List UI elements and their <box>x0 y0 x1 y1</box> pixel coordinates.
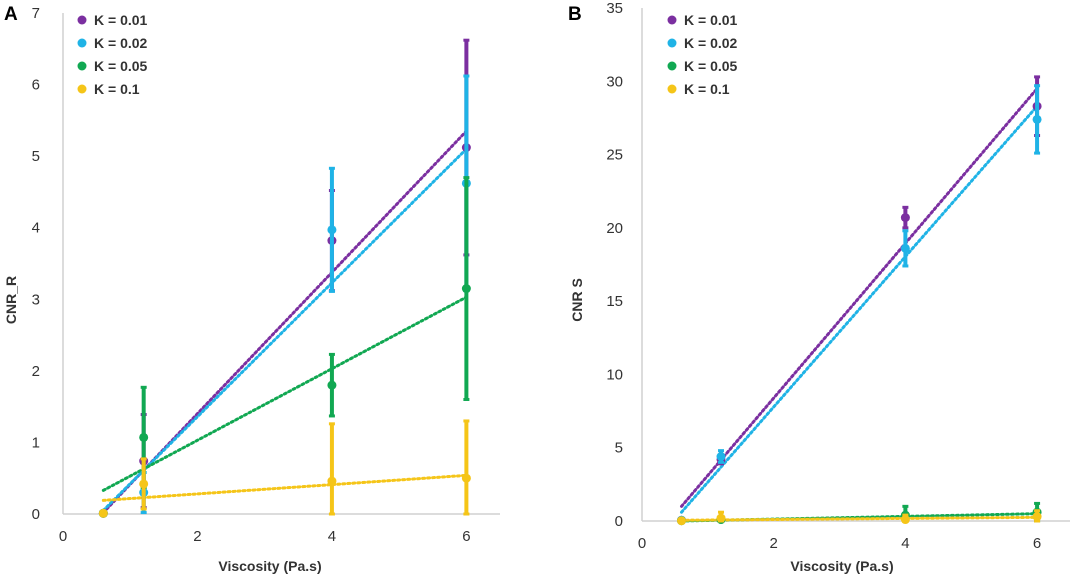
panel-a-trendline-series-4 <box>101 473 468 502</box>
panel-a-legend-marker-series-2 <box>77 38 87 48</box>
panel-a-x-axis-title: Viscosity (Pa.s) <box>218 558 321 574</box>
panel-b-point-series-1 <box>900 213 910 223</box>
panel-b-point-series-2 <box>716 452 726 462</box>
panel-a-legend-marker-series-1 <box>77 15 87 25</box>
panel-a-legend-label-series-3: K = 0.05 <box>94 58 148 74</box>
panel-b-y-tick-label: 30 <box>606 73 623 90</box>
panel-b-legend-marker-series-3 <box>667 61 677 71</box>
panel-b-y-tick-label: 20 <box>606 220 623 237</box>
panel-b-point-series-2 <box>1032 114 1042 124</box>
panel-b-y-tick-label: 35 <box>606 0 623 17</box>
panel-a-point-series-2 <box>327 225 337 235</box>
panel-b-x-tick-label: 0 <box>638 535 646 552</box>
panel-b-x-tick-label: 2 <box>770 535 778 552</box>
panel-a-y-tick-label: 6 <box>32 77 40 94</box>
panel-b-legend-label-series-4: K = 0.1 <box>684 81 730 97</box>
panel-a-point-series-4 <box>139 479 149 489</box>
panel-b-y-tick-label: 25 <box>606 147 623 164</box>
panel-a-y-axis-title: CNR_R <box>3 276 19 324</box>
panel-a-x-tick-label: 0 <box>59 528 67 545</box>
panel-b-x-tick-label: 6 <box>1033 535 1041 552</box>
panel-a-letter: A <box>4 4 18 25</box>
panel-a-y-tick-label: 2 <box>32 363 40 380</box>
panel-b: B CNR S Viscosity (Pa.s) 0 5 10 15 20 25 30 35 0… <box>568 0 1070 574</box>
panel-a-point-series-4 <box>98 508 108 518</box>
panel-a-x-tick-label: 6 <box>462 528 470 545</box>
panel-b-point-series-4 <box>677 516 687 526</box>
panel-b-x-axis-title: Viscosity (Pa.s) <box>790 558 893 574</box>
panel-b-x-tick-label: 4 <box>901 535 909 552</box>
panel-b-point-series-4 <box>1032 512 1042 522</box>
panel-b-legend-label-series-2: K = 0.02 <box>684 35 738 51</box>
panel-b-trendline-series-4 <box>680 515 1039 522</box>
panel-b-letter: B <box>568 4 582 25</box>
panel-b-trendline-series-2 <box>680 104 1039 514</box>
panel-a-legend-marker-series-4 <box>77 84 87 94</box>
panel-b-point-series-4 <box>716 513 726 523</box>
panel-a-y-tick-label: 5 <box>32 148 40 165</box>
panel-a-legend-marker-series-3 <box>77 61 87 71</box>
panel-b-legend-marker-series-1 <box>667 15 677 25</box>
panel-b-legend-label-series-3: K = 0.05 <box>684 58 738 74</box>
panel-a-y-tick-label: 7 <box>32 5 40 22</box>
panel-a-trendline-series-2 <box>101 147 468 512</box>
panel-b-y-tick-label: 15 <box>606 293 623 310</box>
panel-a-y-tick-label: 3 <box>32 291 40 308</box>
panel-a-point-series-4 <box>327 476 337 486</box>
panel-a-point-series-3 <box>461 284 471 294</box>
panel-b-y-axis-title: CNR S <box>569 278 585 322</box>
panel-a-trendline-series-3 <box>101 295 468 492</box>
panel-b-y-tick-label: 0 <box>615 513 623 530</box>
panel-a-legend-label-series-4: K = 0.1 <box>94 81 140 97</box>
panel-a: A CNR_R Viscosity (Pa.s) 0 1 2 3 4 5 6 7 0 2 4 6 K =… <box>3 4 500 574</box>
panel-a-legend-label-series-1: K = 0.01 <box>94 12 148 28</box>
panel-a-point-series-4 <box>461 473 471 483</box>
panel-a-x-tick-label: 4 <box>328 528 336 545</box>
panel-a-point-series-3 <box>139 432 149 442</box>
panel-a-y-tick-label: 1 <box>32 434 40 451</box>
panel-a-point-series-3 <box>327 380 337 390</box>
panel-b-point-series-4 <box>900 515 910 525</box>
panel-b-point-series-2 <box>900 243 910 253</box>
panel-b-legend-label-series-1: K = 0.01 <box>684 12 738 28</box>
panel-b-legend-marker-series-4 <box>667 84 677 94</box>
panel-b-legend-marker-series-2 <box>667 38 677 48</box>
panel-a-y-tick-label: 0 <box>32 506 40 523</box>
panel-a-y-tick-label: 4 <box>32 220 40 237</box>
panel-b-y-tick-label: 5 <box>615 440 623 457</box>
panel-a-legend-label-series-2: K = 0.02 <box>94 35 148 51</box>
panel-b-y-tick-label: 10 <box>606 366 623 383</box>
panel-a-x-tick-label: 2 <box>193 528 201 545</box>
panel-b-trendline-series-1 <box>680 87 1039 508</box>
